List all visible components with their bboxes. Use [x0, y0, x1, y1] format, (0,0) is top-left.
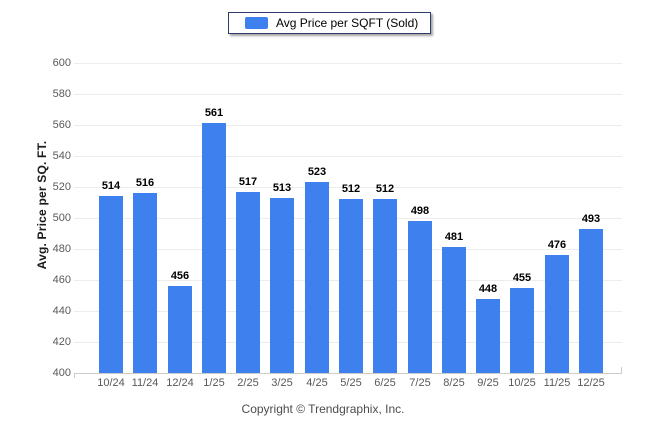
bar-11/25: [545, 255, 569, 373]
x-tick-label: 6/25: [374, 377, 396, 389]
x-tick-label: 10/24: [97, 377, 125, 389]
copyright-text: Copyright © Trendgraphix, Inc.: [241, 402, 405, 416]
x-tick-label: 9/25: [477, 377, 499, 389]
bar-7/25: [408, 221, 432, 373]
gridline: [74, 125, 622, 126]
y-tick-label: 580: [52, 88, 71, 100]
legend-series-label: Avg Price per SQFT (Sold): [276, 16, 419, 30]
gridline: [74, 94, 622, 95]
x-tick-label: 7/25: [409, 377, 431, 389]
bar-1/25: [202, 123, 226, 373]
bar-12/25: [579, 229, 603, 373]
bar-value-label: 514: [101, 180, 121, 192]
y-tick-label: 480: [52, 243, 71, 255]
bar-value-label: 498: [410, 205, 430, 217]
y-tick-label: 400: [52, 367, 71, 379]
chart-legend: Avg Price per SQFT (Sold): [228, 12, 432, 34]
axis-end-tick: [621, 367, 622, 373]
y-tick-label: 520: [52, 181, 71, 193]
bar-6/25: [373, 199, 397, 373]
bar-value-label: 481: [444, 231, 464, 243]
bar-value-label: 512: [375, 183, 395, 195]
bar-8/25: [442, 247, 466, 373]
x-tick-label: 11/24: [131, 377, 159, 389]
x-tick-label: 5/25: [340, 377, 362, 389]
bar-5/25: [339, 199, 363, 373]
bar-3/25: [270, 198, 294, 373]
x-tick-label: 1/25: [203, 377, 225, 389]
gridline: [74, 156, 622, 157]
y-tick-label: 600: [52, 57, 71, 69]
bar-value-label: 493: [581, 213, 601, 225]
legend-swatch-icon: [245, 17, 268, 29]
gridline: [74, 63, 622, 64]
x-tick-label: 2/25: [237, 377, 259, 389]
y-tick-label: 540: [52, 150, 71, 162]
bar-10/24: [99, 196, 123, 373]
bar-value-label: 561: [204, 107, 224, 119]
gridline: [74, 187, 622, 188]
bar-value-label: 512: [341, 183, 361, 195]
bar-value-label: 513: [272, 182, 292, 194]
bar-value-label: 455: [512, 272, 532, 284]
y-tick-label: 560: [52, 119, 71, 131]
y-tick-label: 460: [52, 274, 71, 286]
x-tick-label: 8/25: [443, 377, 465, 389]
x-tick-label: 12/24: [166, 377, 194, 389]
y-tick-label: 440: [52, 305, 71, 317]
x-axis-line: [74, 373, 622, 374]
bar-12/24: [168, 286, 192, 373]
bar-value-label: 448: [478, 283, 498, 295]
bar-10/25: [510, 288, 534, 373]
bar-value-label: 523: [307, 166, 327, 178]
x-tick-label: 11/25: [543, 377, 571, 389]
x-tick-label: 4/25: [306, 377, 328, 389]
x-tick-label: 3/25: [271, 377, 293, 389]
bar-11/24: [133, 193, 157, 373]
x-tick-label: 12/25: [577, 377, 605, 389]
bar-9/25: [476, 299, 500, 373]
x-tick-label: 10/25: [508, 377, 536, 389]
y-tick-label: 500: [52, 212, 71, 224]
axis-end-tick: [74, 373, 75, 378]
bar-value-label: 516: [135, 177, 155, 189]
y-tick-label: 420: [52, 336, 71, 348]
bar-value-label: 456: [170, 270, 190, 282]
bar-value-label: 476: [547, 239, 567, 251]
bar-2/25: [236, 192, 260, 373]
bar-value-label: 517: [238, 176, 258, 188]
bar-4/25: [305, 182, 329, 373]
